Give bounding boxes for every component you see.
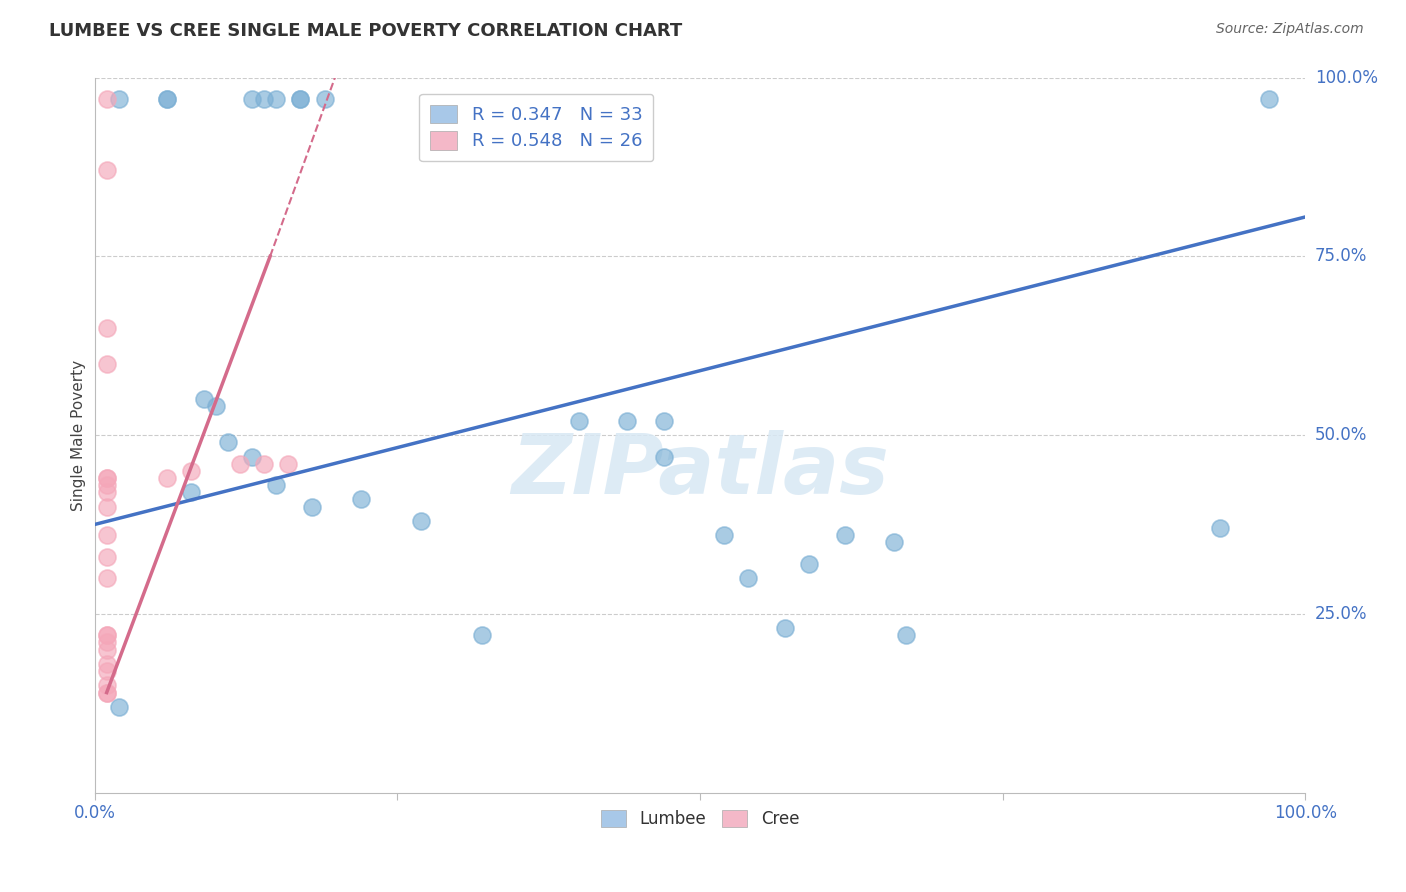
Legend: Lumbee, Cree: Lumbee, Cree [593, 803, 806, 834]
Point [301, 500, 323, 514]
Point [240, 92, 263, 106]
Point [264, 478, 287, 492]
Point [96, 478, 118, 492]
Point [314, 92, 336, 106]
Point [883, 535, 905, 549]
Point [180, 485, 202, 500]
Point [96, 635, 118, 649]
Y-axis label: Single Male Poverty: Single Male Poverty [72, 359, 86, 510]
Point [96, 685, 118, 699]
Point [96, 471, 118, 485]
Point [797, 557, 820, 571]
Text: 25.0%: 25.0% [1315, 605, 1368, 623]
Point [411, 514, 433, 528]
Point [652, 414, 675, 428]
Text: 75.0%: 75.0% [1315, 247, 1367, 265]
Point [96, 485, 118, 500]
Point [652, 450, 675, 464]
Point [253, 92, 276, 106]
Point [96, 357, 118, 371]
Point [277, 457, 299, 471]
Point [1257, 92, 1279, 106]
Point [471, 628, 494, 642]
Point [290, 92, 312, 106]
Point [193, 392, 215, 407]
Point [240, 450, 263, 464]
Point [107, 92, 129, 106]
Point [96, 500, 118, 514]
Point [96, 657, 118, 671]
Text: ZIPatlas: ZIPatlas [510, 430, 889, 511]
Point [156, 471, 179, 485]
Point [1209, 521, 1232, 535]
Point [713, 528, 735, 542]
Point [96, 685, 118, 699]
Point [204, 400, 226, 414]
Point [217, 435, 239, 450]
Point [156, 92, 179, 106]
Point [96, 321, 118, 335]
Point [96, 642, 118, 657]
Point [96, 628, 118, 642]
Point [96, 549, 118, 564]
Text: 100.0%: 100.0% [1315, 69, 1378, 87]
Point [96, 628, 118, 642]
Text: 50.0%: 50.0% [1315, 426, 1367, 444]
Point [568, 414, 591, 428]
Point [834, 528, 856, 542]
Point [96, 528, 118, 542]
Point [96, 664, 118, 678]
Point [96, 92, 118, 106]
Point [264, 92, 287, 106]
Text: Source: ZipAtlas.com: Source: ZipAtlas.com [1216, 22, 1364, 37]
Point [290, 92, 312, 106]
Point [350, 492, 373, 507]
Point [180, 464, 202, 478]
Point [96, 678, 118, 692]
Point [229, 457, 252, 471]
Point [773, 621, 796, 635]
Point [96, 471, 118, 485]
Point [107, 699, 129, 714]
Point [96, 571, 118, 585]
Text: LUMBEE VS CREE SINGLE MALE POVERTY CORRELATION CHART: LUMBEE VS CREE SINGLE MALE POVERTY CORRE… [49, 22, 682, 40]
Point [737, 571, 759, 585]
Point [894, 628, 917, 642]
Point [616, 414, 638, 428]
Point [96, 163, 118, 178]
Point [253, 457, 276, 471]
Point [156, 92, 179, 106]
